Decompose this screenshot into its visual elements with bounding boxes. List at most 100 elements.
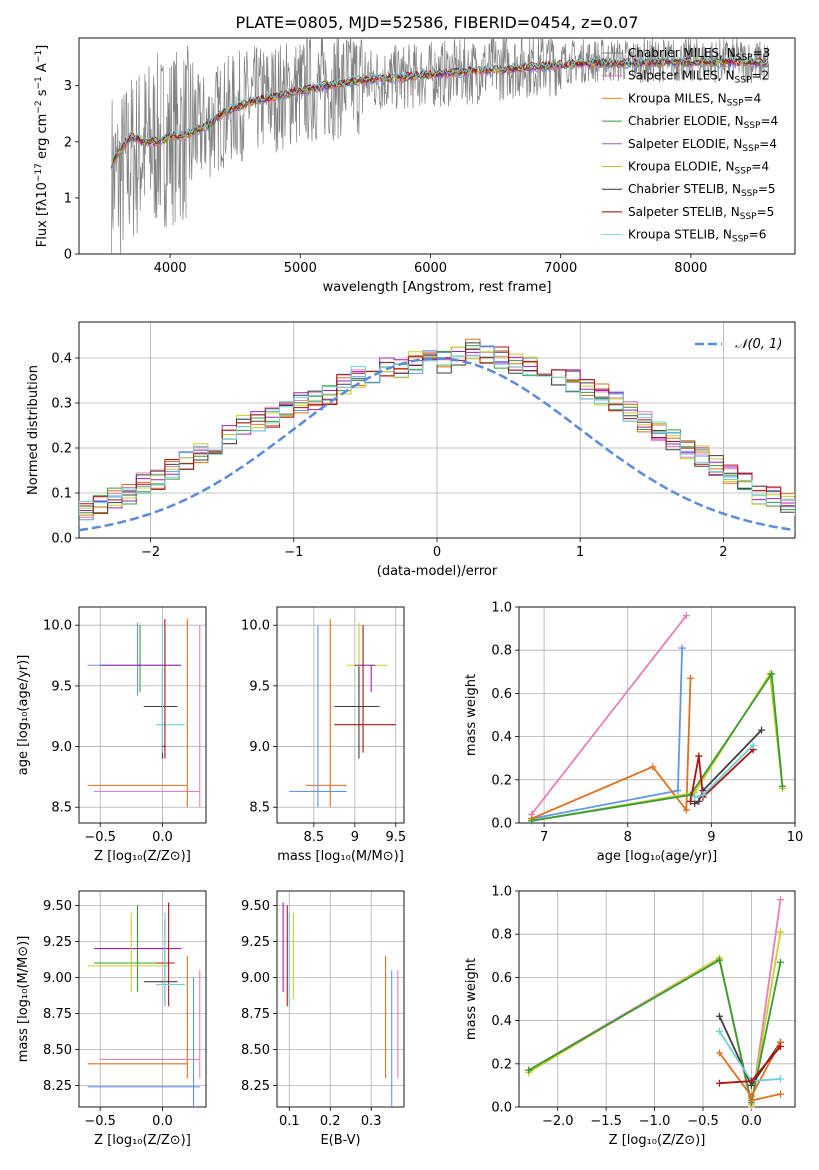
x-tick-label: −1.5 <box>590 1114 622 1129</box>
y-tick-label: 1.0 <box>491 885 512 900</box>
x-tick-label: 0.2 <box>320 1114 341 1129</box>
model-spectrum-line <box>111 56 768 168</box>
legend-entry: Chabrier MILES, NSSP=3 <box>628 46 770 63</box>
mass-weight-marker <box>776 1090 784 1098</box>
model-spectrum-line <box>111 55 769 166</box>
mass-weight-marker <box>682 806 690 814</box>
mass-weight-line <box>718 1015 782 1088</box>
x-tick-label: 0 <box>433 545 441 560</box>
mass-weight-marker <box>528 817 536 825</box>
x-tick-label: 0.0 <box>152 830 173 845</box>
y-tick-label: 9.00 <box>43 971 72 986</box>
axes-frame <box>518 890 796 1108</box>
histogram-step <box>79 342 795 526</box>
y-tick-label: 8.50 <box>43 1043 72 1058</box>
y-tick-label: 9.50 <box>43 899 72 914</box>
y-tick-label: 9.5 <box>249 679 270 694</box>
x-tick-label: 7000 <box>544 261 577 276</box>
mass-weight-marker <box>715 1027 723 1035</box>
y-tick-label: 8.75 <box>43 1007 72 1022</box>
panel-spectrum: 4000 5000 6000 7000 8000 0 1 2 3 wavelength [Angs… <box>34 37 796 295</box>
model-spectrum-line <box>111 55 769 167</box>
axes-frame <box>276 606 405 824</box>
y-tick-label: 0.8 <box>491 928 512 943</box>
histogram-step <box>79 338 795 522</box>
mass-weight-marker <box>682 612 690 620</box>
x-tick-label: 8.5 <box>304 830 325 845</box>
x-axis-label: age [log₁₀(age/yr)] <box>597 849 718 864</box>
axes-frame <box>78 890 207 1108</box>
mass-weight-marker <box>749 741 757 749</box>
y-tick-label: 0.6 <box>491 971 512 986</box>
figure-title: PLATE=0805, MJD=52586, FIBERID=0454, z=0… <box>235 13 638 32</box>
mass-weight-marker <box>674 787 682 795</box>
y-tick-label: 3 <box>64 79 72 94</box>
mass-weight-marker <box>776 1075 784 1083</box>
y-tick-label: 0.1 <box>51 487 72 502</box>
mass-weight-marker <box>747 1097 755 1105</box>
y-tick-label: 9.0 <box>249 740 270 755</box>
y-tick-label: 0.3 <box>51 397 72 412</box>
x-tick-label: −2.0 <box>542 1114 574 1129</box>
x-axis-label: (data-model)/error <box>377 564 498 579</box>
mass-weight-marker <box>778 782 786 790</box>
legend-entry: Kroupa STELIB, NSSP=6 <box>628 228 766 245</box>
x-tick-label: 9 <box>351 830 359 845</box>
x-axis-label: E(B-V) <box>320 1133 360 1148</box>
mass-weight-marker <box>699 791 707 799</box>
mass-weight-line <box>531 678 692 820</box>
y-tick-label: 9.25 <box>241 935 270 950</box>
gaussian-curve <box>79 357 795 532</box>
y-axis-label: Flux [fλ10−17 erg cm−2 s−1 A−1] <box>34 45 50 247</box>
panel-mass-weight-vs-age: 7 8 9 10 0.0 0.2 0.4 0.6 0.8 1.0 age [log₁₀(age/yr… <box>464 601 803 865</box>
panel-age-vs-mass: 8.5 9 9.5 8.5 9.0 9.5 10.0 mass [log₁₀(M/M⊙)] <box>241 606 406 864</box>
y-tick-label: 0.4 <box>491 730 512 745</box>
legend-entry: Kroupa ELODIE, NSSP=4 <box>628 160 769 177</box>
y-tick-label: 0.0 <box>491 817 512 832</box>
histogram-step <box>79 351 795 518</box>
legend-entry: Kroupa MILES, NSSP=4 <box>628 91 761 108</box>
histogram-step <box>79 346 795 510</box>
axes-frame <box>78 606 207 824</box>
mass-weight-line <box>718 1041 782 1098</box>
x-tick-label: 2 <box>719 545 727 560</box>
x-tick-label: −0.5 <box>84 830 116 845</box>
legend-entry: 𝒩(0, 1) <box>735 337 782 352</box>
y-tick-label: 1 <box>64 191 72 206</box>
mass-weight-marker <box>758 726 766 734</box>
x-tick-label: 1 <box>576 545 584 560</box>
legend-entry: Chabrier STELIB, NSSP=5 <box>628 182 776 199</box>
histogram-step <box>79 346 795 519</box>
y-tick-label: 2 <box>64 135 72 150</box>
histogram-step <box>79 345 795 516</box>
mass-weight-marker <box>715 1012 723 1020</box>
y-tick-label: 9.0 <box>51 740 72 755</box>
x-tick-label: 5000 <box>284 261 317 276</box>
y-tick-label: 8.5 <box>51 801 72 816</box>
x-axis-label: wavelength [Angstrom, rest frame] <box>323 280 552 295</box>
mass-weight-line <box>751 1093 781 1102</box>
histogram-step <box>79 346 795 521</box>
x-axis-label: Z [log₁₀(Z/Z⊙)] <box>609 1133 706 1148</box>
histogram-step <box>79 345 795 514</box>
y-tick-label: 1.0 <box>491 601 512 616</box>
y-axis-label: mass weight <box>464 958 479 1040</box>
mass-weight-marker <box>678 644 686 652</box>
x-tick-label: −1 <box>284 545 303 560</box>
x-tick-label: 0.0 <box>152 1114 173 1129</box>
y-tick-label: 9.5 <box>51 679 72 694</box>
mass-weight-marker <box>715 1049 723 1057</box>
x-axis-label: mass [log₁₀(M/M⊙)] <box>277 849 404 864</box>
mass-weight-marker <box>768 670 776 678</box>
histogram-step <box>79 345 795 513</box>
x-tick-label: 0.0 <box>741 1114 762 1129</box>
x-tick-label: −0.5 <box>84 1114 116 1129</box>
mass-weight-marker <box>649 763 657 771</box>
mass-weight-line <box>528 958 782 1103</box>
data-spectrum-line <box>111 38 770 254</box>
x-tick-label: 0.1 <box>279 1114 300 1129</box>
model-spectrum-line <box>111 58 769 169</box>
mass-weight-line <box>531 671 784 822</box>
y-tick-label: 0.6 <box>491 687 512 702</box>
